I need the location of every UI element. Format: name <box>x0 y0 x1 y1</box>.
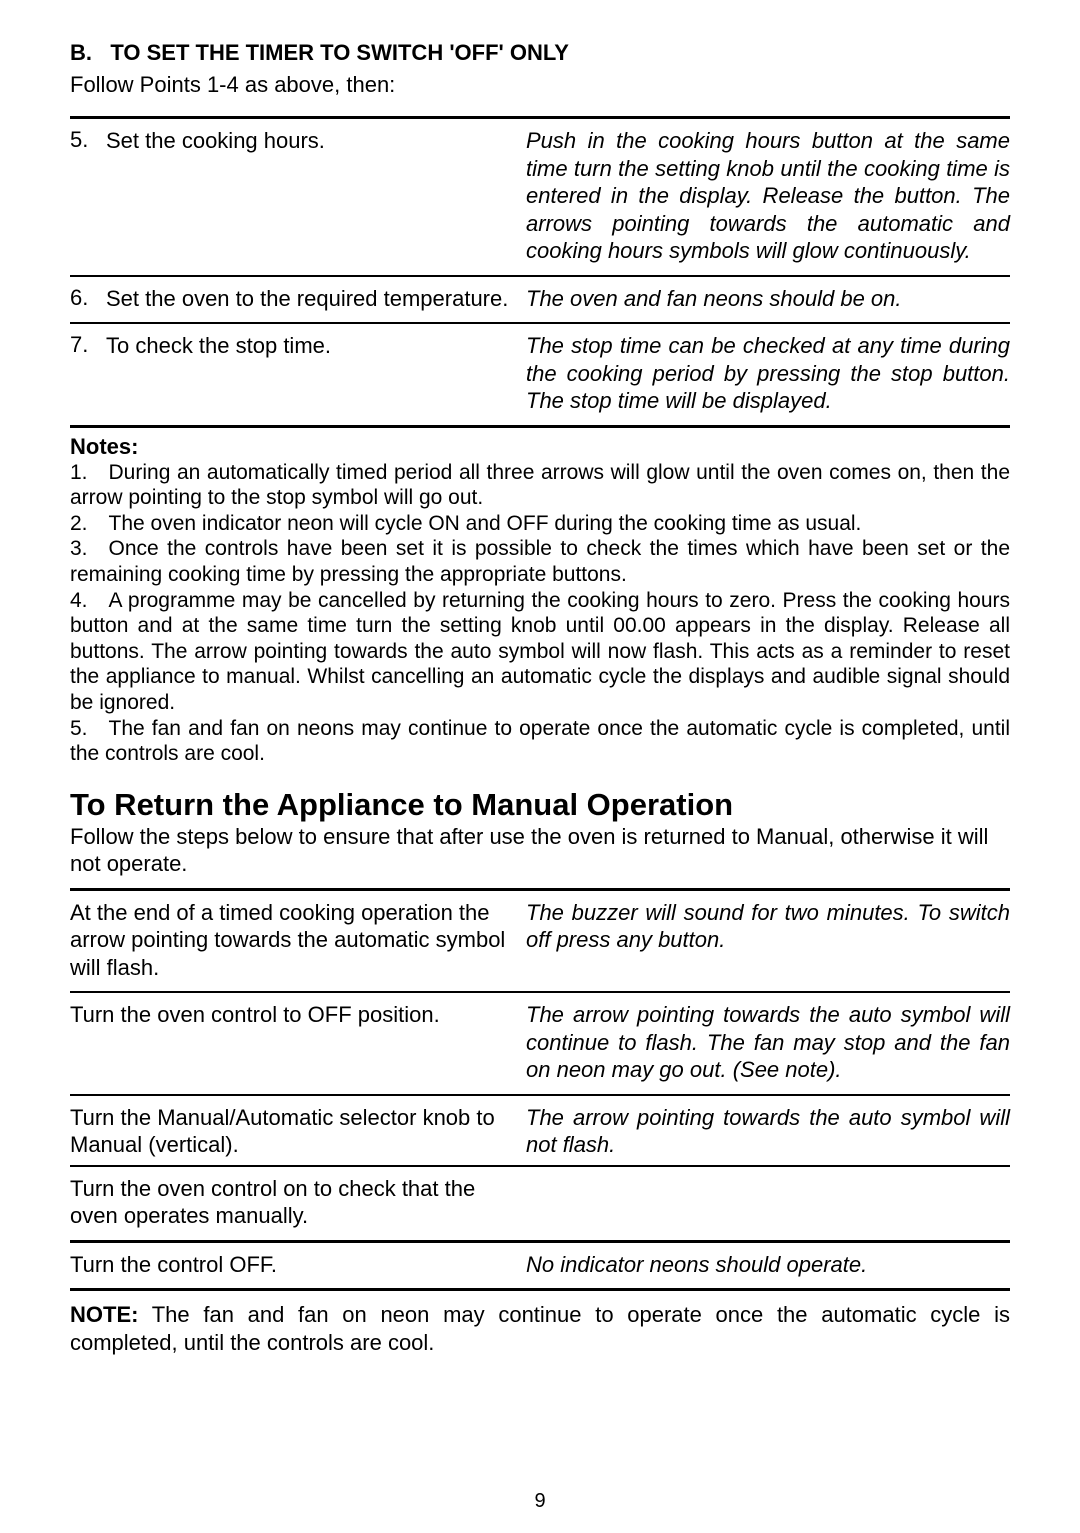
divider <box>70 425 1010 428</box>
note-item: 3. Once the controls have been set it is… <box>70 536 1010 587</box>
step-number: 5. <box>70 127 106 265</box>
instruction-row: 7. To check the stop time. The stop time… <box>70 324 1010 425</box>
note-item: 2. The oven indicator neon will cycle ON… <box>70 511 1010 537</box>
notes-body: 1. During an automatically timed period … <box>70 460 1010 767</box>
divider <box>70 1288 1010 1291</box>
section-b-heading: B. TO SET THE TIMER TO SWITCH 'OFF' ONLY <box>70 40 1010 66</box>
note-text: The fan and fan on neon may continue to … <box>70 1302 1010 1355</box>
manual-result <box>526 1175 1010 1230</box>
manual-result: The buzzer will sound for two minutes. T… <box>526 899 1010 982</box>
manual-heading: To Return the Appliance to Manual Operat… <box>70 787 1010 823</box>
manual-intro: Follow the steps below to ensure that af… <box>70 823 1010 878</box>
note-item: 5. The fan and fan on neons may continue… <box>70 716 1010 767</box>
notes-heading: Notes: <box>70 434 1010 460</box>
manual-row: At the end of a timed cooking operation … <box>70 891 1010 992</box>
page-number: 9 <box>0 1490 1080 1513</box>
final-note: NOTE: The fan and fan on neon may contin… <box>70 1301 1010 1356</box>
step-number: 7. <box>70 332 106 415</box>
manual-row: Turn the control OFF. No indicator neons… <box>70 1243 1010 1289</box>
manual-action: At the end of a timed cooking operation … <box>70 899 526 982</box>
section-b-intro: Follow Points 1-4 as above, then: <box>70 72 1010 98</box>
manual-result: The arrow pointing towards the auto symb… <box>526 1104 1010 1159</box>
note-item: 4. A programme may be cancelled by retur… <box>70 588 1010 716</box>
step-result: The stop time can be checked at any time… <box>526 332 1010 415</box>
instruction-row: 6. Set the oven to the required temperat… <box>70 277 1010 323</box>
manual-row: Turn the oven control on to check that t… <box>70 1167 1010 1240</box>
step-result: The oven and fan neons should be on. <box>526 285 1010 313</box>
manual-result: The arrow pointing towards the auto symb… <box>526 1001 1010 1084</box>
step-action: To check the stop time. <box>106 332 526 415</box>
step-result: Push in the cooking hours button at the … <box>526 127 1010 265</box>
step-number: 6. <box>70 285 106 313</box>
note-item: 1. During an automatically timed period … <box>70 460 1010 511</box>
manual-action: Turn the Manual/Automatic selector knob … <box>70 1104 526 1159</box>
manual-action: Turn the oven control on to check that t… <box>70 1175 526 1230</box>
section-prefix: B. <box>70 40 92 65</box>
manual-action: Turn the oven control to OFF position. <box>70 1001 526 1084</box>
manual-result: No indicator neons should operate. <box>526 1251 1010 1279</box>
note-prefix: NOTE: <box>70 1302 138 1327</box>
section-title: TO SET THE TIMER TO SWITCH 'OFF' ONLY <box>110 40 569 65</box>
step-action: Set the cooking hours. <box>106 127 526 265</box>
manual-row: Turn the Manual/Automatic selector knob … <box>70 1096 1010 1165</box>
step-action: Set the oven to the required temperature… <box>106 285 526 313</box>
manual-action: Turn the control OFF. <box>70 1251 526 1279</box>
manual-row: Turn the oven control to OFF position. T… <box>70 993 1010 1094</box>
instruction-row: 5. Set the cooking hours. Push in the co… <box>70 119 1010 275</box>
